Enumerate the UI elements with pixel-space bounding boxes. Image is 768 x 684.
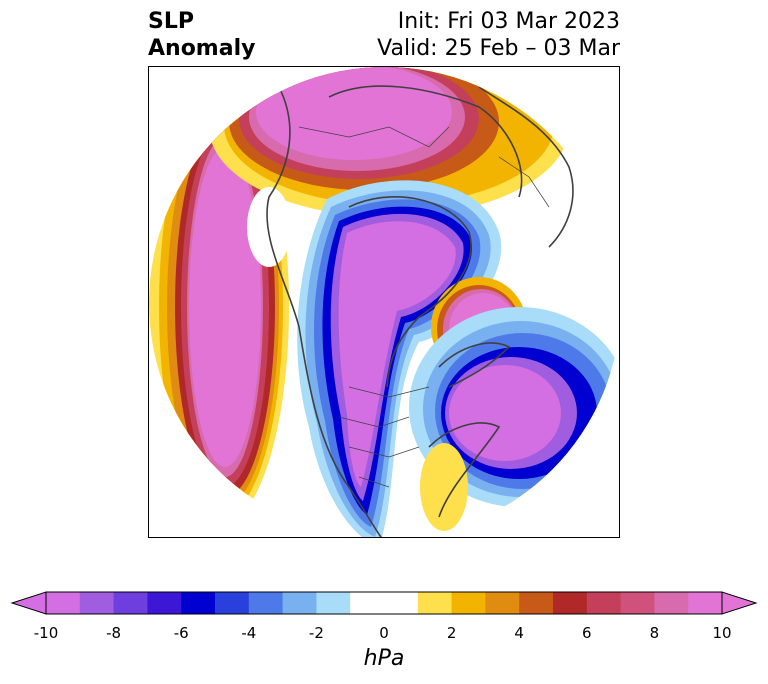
colorbar-segment [417, 592, 453, 614]
small-high-anomaly [420, 443, 468, 531]
colorbar-tick-label: -4 [241, 624, 257, 642]
atlantic-low-anomaly [409, 307, 619, 507]
colorbar-segment [248, 592, 284, 614]
colorbar-tick-label: 8 [649, 624, 660, 642]
anomaly-map [148, 66, 620, 538]
colorbar [10, 591, 758, 615]
colorbar-border [45, 591, 723, 615]
colorbar-tick-label: 10 [712, 624, 732, 642]
coastlines [266, 85, 574, 537]
colorbar-tick-label: 6 [582, 624, 592, 642]
colorbar-segment [46, 592, 81, 614]
colorbar-segment [113, 592, 148, 614]
anomaly-map-svg [149, 67, 619, 537]
colorbar-segment [620, 592, 655, 614]
valid-range-label: Valid: 25 Feb – 03 Mar [377, 36, 620, 61]
colorbar-units-label: hPa [363, 646, 405, 671]
colorbar-segment [215, 592, 250, 614]
title-variable-line2: Anomaly [148, 36, 256, 61]
colorbar-segment [553, 592, 588, 614]
colorbar-segment [384, 592, 419, 614]
colorbar-segment [350, 592, 385, 614]
arctic-low-anomaly [297, 180, 502, 537]
title-variable: SLP [148, 9, 194, 34]
init-date-label: Init: Fri 03 Mar 2023 [397, 9, 620, 34]
colorbar-segment [688, 592, 723, 614]
colorbar-segment [79, 592, 115, 614]
colorbar-tick-label: -6 [173, 624, 189, 642]
country-borders [298, 126, 550, 488]
pacific-high-anomaly [149, 87, 289, 527]
colorbar-segment [316, 592, 351, 614]
colorbar-segment [147, 592, 182, 614]
colorbar-segment [485, 592, 520, 614]
colorbar-tick-label: 0 [379, 624, 389, 642]
colorbar-tick-label: -2 [308, 624, 324, 642]
colorbar-tick-label: 4 [514, 624, 524, 642]
colorbar-tick-label: -8 [106, 624, 122, 642]
colorbar-segment [586, 592, 622, 614]
colorbar-tick-label: 2 [446, 624, 457, 642]
colorbar-segment [282, 592, 317, 614]
colorbar-tick-label: -10 [33, 624, 59, 642]
colorbar-segment [181, 592, 216, 614]
colorbar-segment [654, 592, 689, 614]
neutral-area [247, 187, 291, 267]
colorbar-segment [519, 592, 554, 614]
colorbar-over-arrow [721, 591, 758, 615]
colorbar-segment [451, 592, 486, 614]
colorbar-under-arrow [10, 591, 47, 615]
